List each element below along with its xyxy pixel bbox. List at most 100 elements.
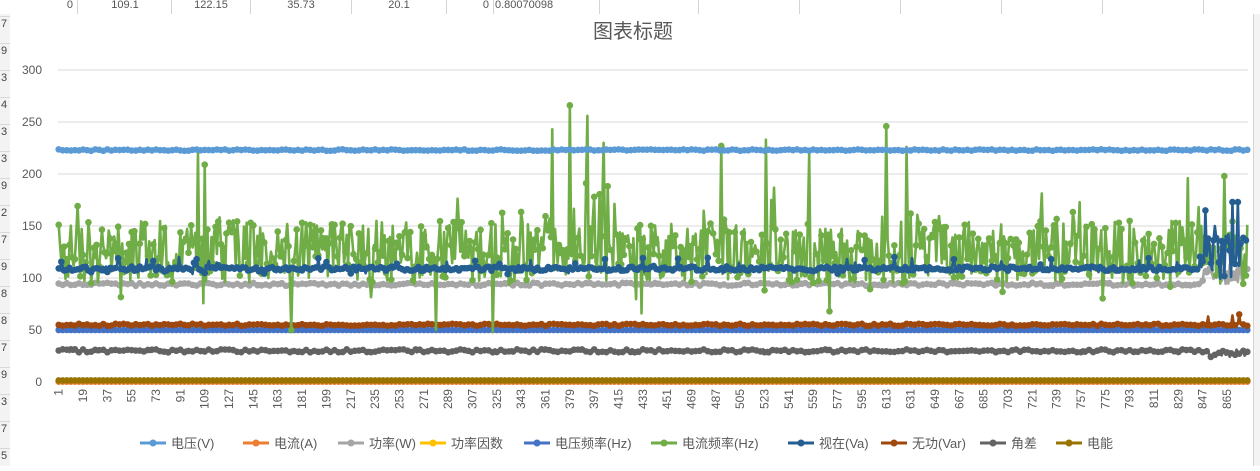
data-point[interactable] [363,249,371,257]
data-point[interactable] [93,241,100,249]
data-point[interactable] [791,247,798,255]
data-point[interactable] [122,249,130,256]
data-point[interactable] [928,233,936,241]
data-point[interactable] [1066,240,1074,247]
data-point[interactable] [891,242,898,249]
series-8[interactable] [55,345,1251,361]
data-point[interactable] [636,263,644,271]
data-point[interactable] [823,277,831,284]
data-point[interactable] [569,251,576,258]
data-point[interactable] [544,227,552,234]
data-point[interactable] [1199,277,1206,284]
data-point[interactable] [847,246,855,254]
data-point[interactable] [1096,245,1104,252]
data-point[interactable] [912,242,920,249]
data-point[interactable] [1083,223,1090,231]
data-point[interactable] [1139,237,1147,244]
data-point[interactable] [1007,235,1014,243]
data-point[interactable] [812,250,820,258]
data-point[interactable] [339,220,346,227]
data-point[interactable] [406,228,414,236]
data-point[interactable] [985,235,993,242]
data-point[interactable] [726,229,733,236]
data-point[interactable] [942,223,950,231]
data-point[interactable] [531,246,538,253]
data-point[interactable] [601,232,609,240]
row-number[interactable]: 9 [0,367,11,382]
data-point[interactable] [577,252,584,260]
data-point[interactable] [434,255,441,263]
data-point[interactable] [87,279,95,287]
data-point[interactable] [1058,275,1066,283]
data-point[interactable] [1203,347,1211,355]
data-point[interactable] [1091,226,1098,233]
data-point[interactable] [509,236,517,243]
data-point[interactable] [799,248,806,256]
data-point[interactable] [147,272,154,279]
data-point[interactable] [1037,261,1044,268]
data-point[interactable] [809,279,817,287]
data-point[interactable] [582,179,590,187]
data-point[interactable] [739,229,747,237]
data-point[interactable] [1010,242,1017,249]
data-point[interactable] [923,253,931,261]
data-point[interactable] [1158,243,1166,251]
data-point[interactable] [669,242,676,250]
data-point[interactable] [379,252,387,259]
data-point[interactable] [969,230,977,237]
data-point[interactable] [1212,271,1220,279]
legend-item[interactable]: 电流频率(Hz) [651,436,759,451]
data-point[interactable] [404,254,411,262]
data-point[interactable] [915,220,923,228]
data-point[interactable] [644,244,652,251]
data-point[interactable] [907,210,914,217]
data-point[interactable] [904,233,912,240]
data-point[interactable] [885,252,893,259]
data-point[interactable] [393,239,401,247]
data-point[interactable] [1034,222,1042,230]
data-point[interactable] [1199,258,1206,265]
data-point[interactable] [420,231,428,239]
data-point[interactable] [626,242,633,250]
data-point[interactable] [479,251,487,259]
data-point[interactable] [347,270,355,277]
sheet-cell[interactable] [600,0,699,14]
data-point[interactable] [1118,225,1125,233]
data-point[interactable] [555,241,563,249]
data-point[interactable] [601,255,609,263]
data-point[interactable] [699,272,706,280]
data-point[interactable] [947,267,955,274]
data-point[interactable] [1156,235,1163,242]
data-point[interactable] [241,253,249,261]
data-point[interactable] [1242,272,1250,279]
data-point[interactable] [260,239,268,246]
data-point[interactable] [974,235,982,243]
data-point[interactable] [655,252,663,260]
series-5[interactable] [55,102,1250,334]
data-point[interactable] [168,278,176,286]
series-line[interactable] [57,104,1249,334]
data-point[interactable] [539,244,547,252]
data-point[interactable] [1239,280,1247,288]
data-point[interactable] [223,230,230,237]
data-point[interactable] [690,239,698,247]
data-point[interactable] [1231,260,1239,268]
data-point[interactable] [114,223,122,231]
data-point[interactable] [1231,274,1239,282]
data-point[interactable] [571,260,579,267]
data-point[interactable] [585,273,593,280]
data-point[interactable] [85,219,92,226]
data-point[interactable] [1015,239,1023,246]
data-point[interactable] [1223,237,1231,245]
data-point[interactable] [758,231,766,239]
data-point[interactable] [231,228,238,235]
data-point[interactable] [493,271,501,279]
data-point[interactable] [298,219,306,227]
data-point[interactable] [193,255,200,263]
data-point[interactable] [150,257,157,265]
data-point[interactable] [396,232,403,240]
data-point[interactable] [136,240,144,247]
data-point[interactable] [55,221,62,229]
data-point[interactable] [112,264,119,272]
sheet-cell[interactable]: 0 [447,0,494,14]
